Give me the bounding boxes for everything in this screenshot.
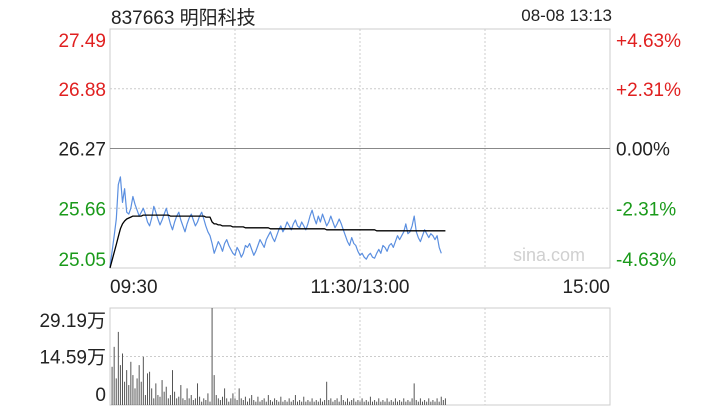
price-tick-label: 27.49 [58, 31, 106, 52]
price-left-ticks: 27.49 26.88 26.27 25.66 25.05 [58, 31, 106, 271]
time-tick-label: 15:00 [562, 277, 610, 298]
pct-tick-label: -2.31% [616, 199, 676, 220]
price-tick-label: 26.27 [58, 140, 106, 161]
pct-tick-label: +2.31% [616, 80, 681, 101]
watermark: sina.com [513, 245, 585, 265]
stock-title: 837663 明阳科技 [111, 8, 256, 29]
average-price-line [109, 214, 446, 269]
volume-tick-label: 0 [95, 385, 106, 406]
price-tick-label: 26.88 [58, 80, 106, 101]
pct-right-ticks: +4.63% +2.31% 0.00% -2.31% -4.63% [616, 31, 681, 271]
volume-ticks: 29.19万 14.59万 0 [39, 311, 106, 406]
pct-tick-label: 0.00% [616, 140, 670, 161]
time-tick-label: 11:30/13:00 [311, 277, 410, 298]
volume-grid [109, 307, 611, 406]
price-tick-label: 25.05 [58, 250, 106, 271]
time-tick-label: 09:30 [110, 277, 158, 298]
price-grid [109, 28, 611, 269]
price-line [109, 176, 442, 268]
pct-tick-label: +4.63% [616, 31, 681, 52]
x-ticks: 09:30 11:30/13:00 15:00 [110, 277, 610, 298]
volume-tick-label: 14.59万 [39, 348, 106, 369]
price-lines [109, 176, 446, 269]
price-tick-label: 25.66 [58, 199, 106, 220]
volume-tick-label: 29.19万 [39, 311, 106, 332]
timestamp: 08-08 13:13 [521, 6, 612, 25]
pct-tick-label: -4.63% [616, 250, 676, 271]
volume-bars [111, 308, 446, 405]
